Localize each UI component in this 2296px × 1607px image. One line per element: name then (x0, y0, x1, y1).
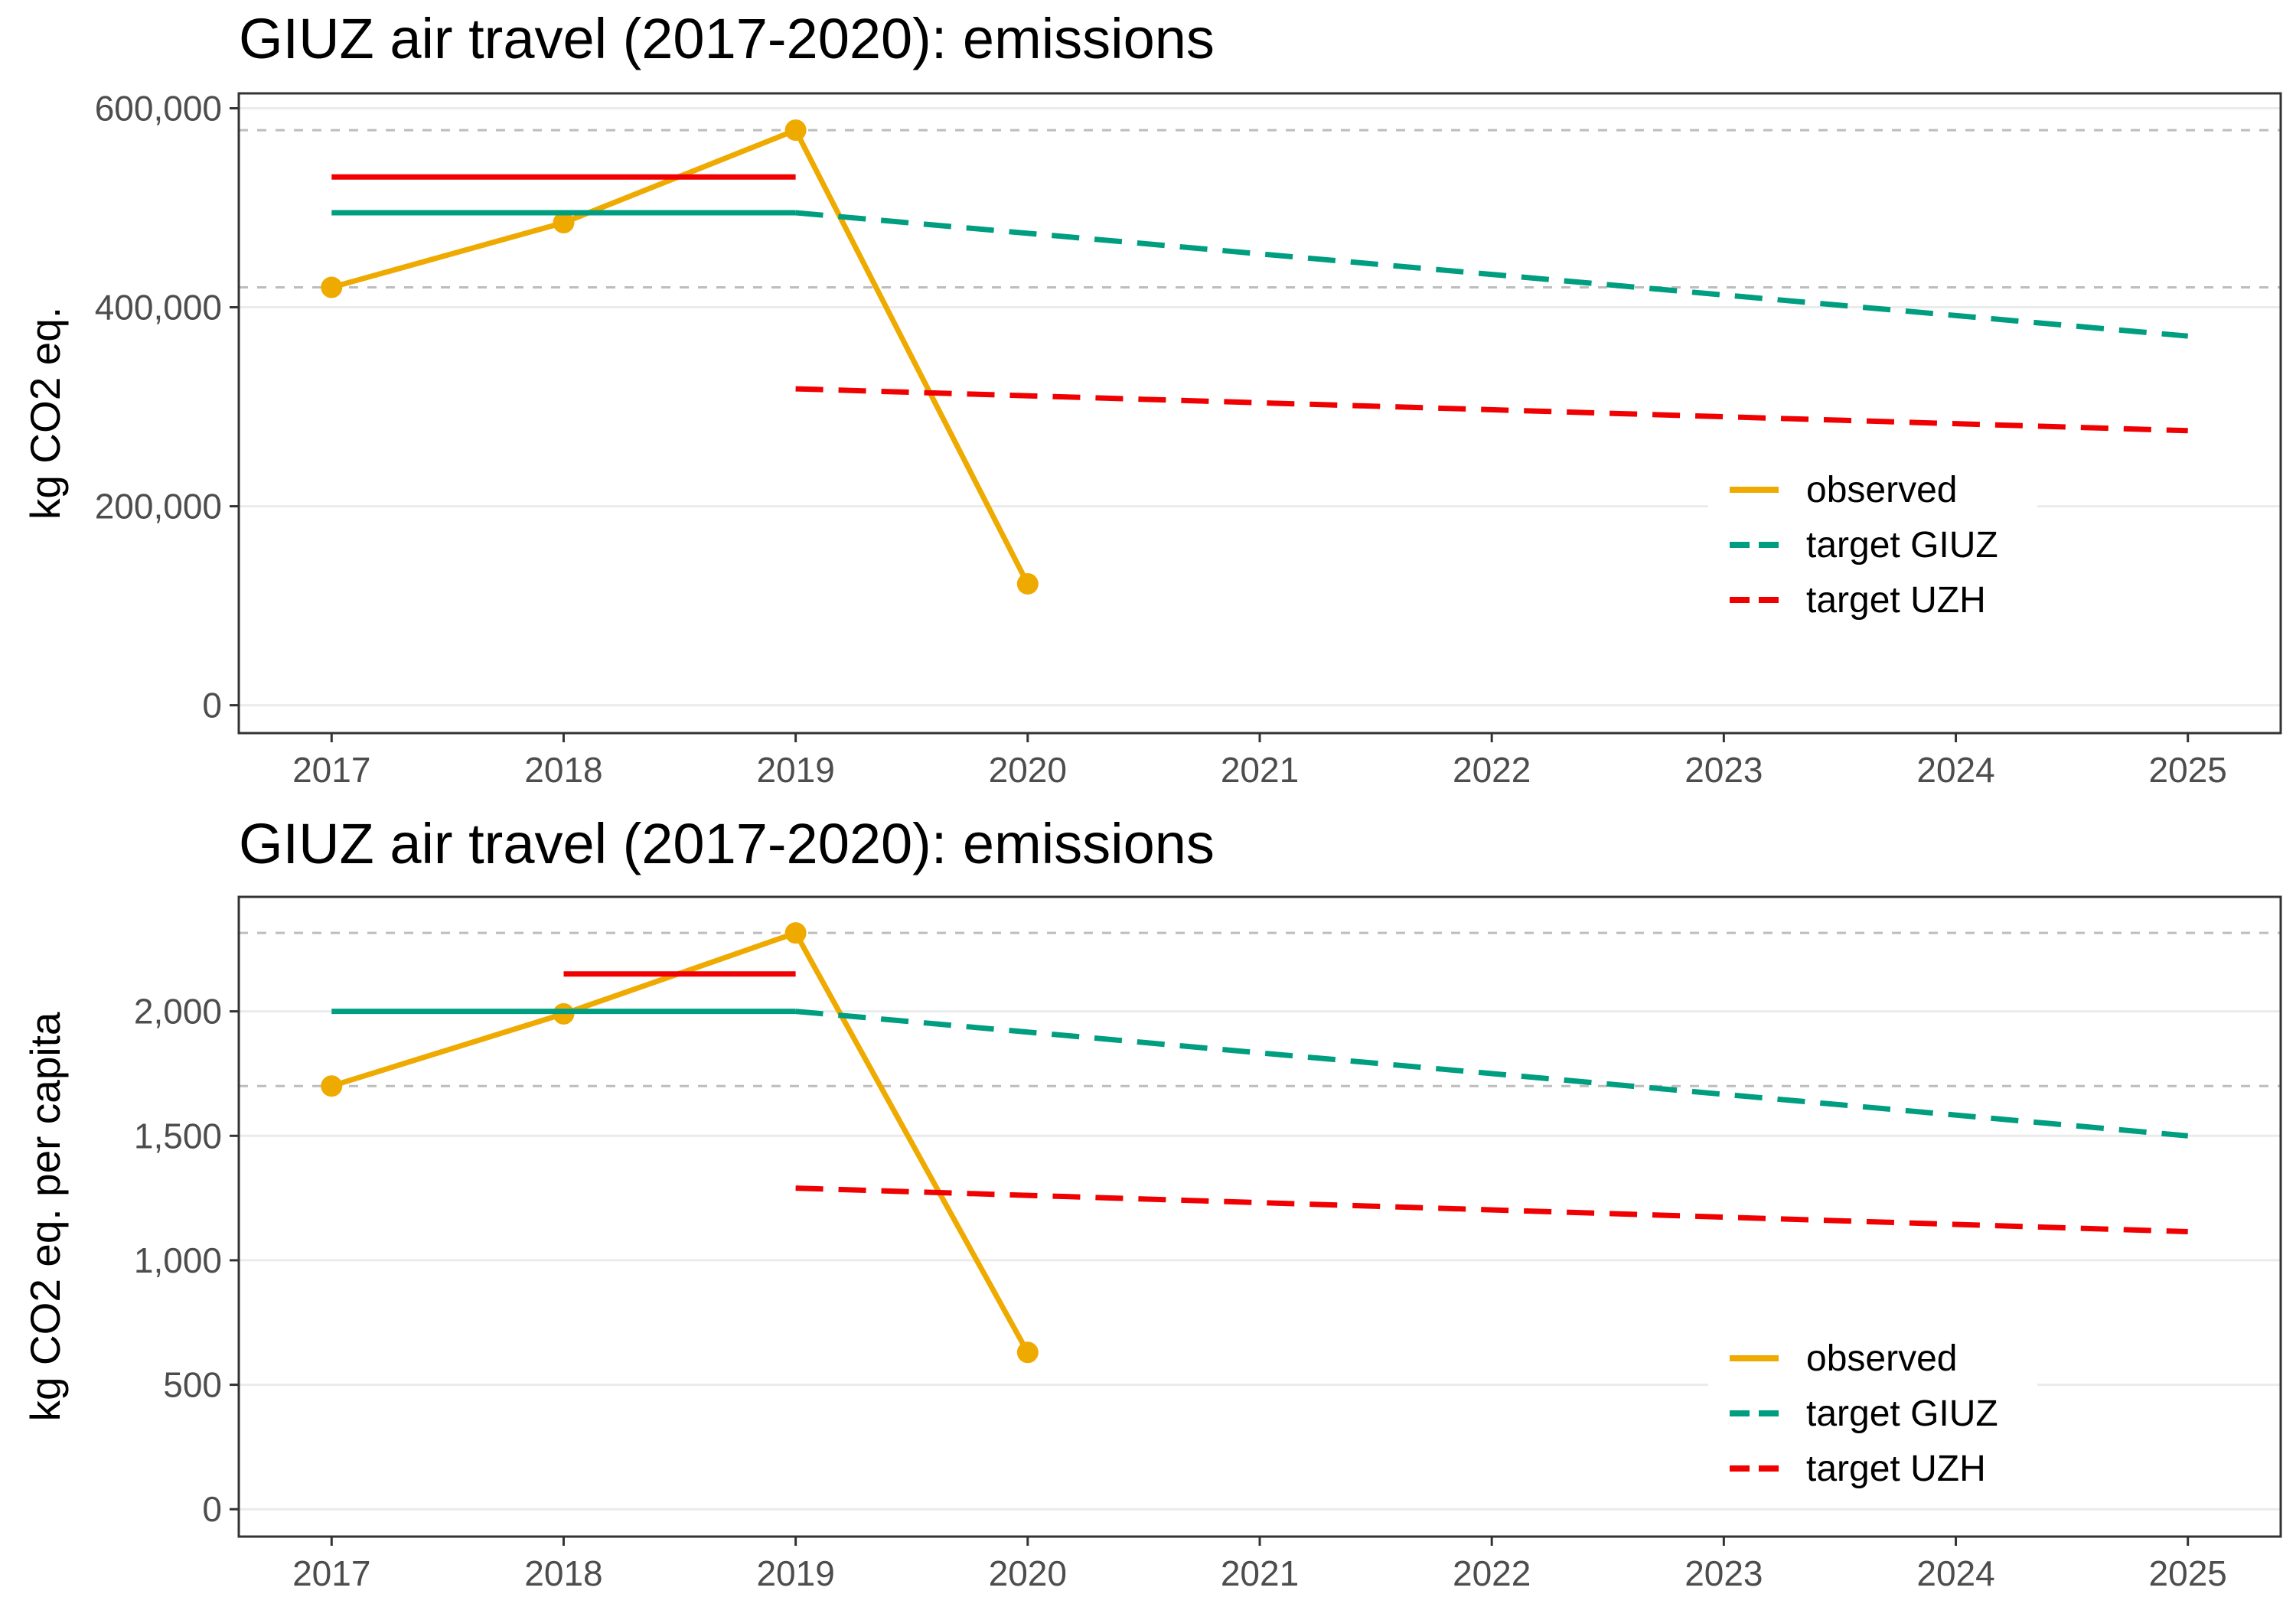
x-tick-label: 2025 (2149, 750, 2227, 790)
panel-border (237, 92, 2282, 735)
data-point-observed (1016, 1341, 1039, 1364)
legend-label: target UZH (1806, 580, 1986, 621)
y-tick-label: 0 (202, 686, 222, 725)
series-line-target-uzh (795, 1185, 2188, 1234)
x-tick-label: 2022 (1453, 1553, 1531, 1593)
data-point-observed (784, 922, 807, 944)
series-line-observed (331, 930, 1030, 1354)
y-tick-label: 1,500 (134, 1116, 222, 1156)
y-tick-label: 2,000 (134, 992, 222, 1032)
y-tick-label: 200,000 (95, 487, 222, 526)
series-line-target-giuz (795, 1009, 2189, 1139)
data-point-observed (553, 212, 575, 234)
x-tick-label: 2021 (1221, 750, 1299, 790)
x-tick-label: 2017 (292, 1553, 370, 1593)
series-line-target-giuz (795, 210, 2189, 339)
x-tick-label: 2023 (1684, 1553, 1763, 1593)
x-tick-label: 2020 (989, 1553, 1067, 1593)
data-point-observed (321, 1075, 343, 1097)
legend: observed target GIUZ target UZH (1708, 459, 2037, 627)
data-point-observed (784, 119, 807, 142)
series-line-target-uzh (795, 386, 2188, 434)
x-tick-label: 2024 (1916, 750, 1994, 790)
x-tick-label: 2020 (989, 750, 1067, 790)
legend-label: target UZH (1806, 1449, 1986, 1489)
y-axis-label: kg CO2 eq. (21, 307, 69, 520)
x-tick-label: 2025 (2149, 1553, 2227, 1593)
x-tick-label: 2023 (1684, 750, 1763, 790)
x-tick-label: 2017 (292, 750, 370, 790)
x-tick-label: 2018 (524, 1553, 602, 1593)
chart-panel-1: GIUZ air travel (2017-2020): emissions kg… (21, 7, 2282, 790)
legend: observed target GIUZ target UZH (1708, 1328, 2037, 1496)
y-tick-label: 400,000 (95, 288, 222, 328)
x-tick-label: 2019 (756, 750, 834, 790)
chart-panel-2: GIUZ air travel (2017-2020): emissions kg… (21, 812, 2282, 1593)
y-tick-label: 0 (202, 1489, 222, 1529)
series-line-observed (331, 127, 1030, 585)
legend-label: target GIUZ (1806, 525, 1998, 566)
data-point-observed (321, 276, 343, 298)
y-tick-label: 1,000 (134, 1240, 222, 1280)
x-tick-label: 2024 (1916, 1553, 1994, 1593)
y-tick-label: 600,000 (95, 89, 222, 129)
legend-label: observed (1806, 470, 1957, 510)
chart-title: GIUZ air travel (2017-2020): emissions (239, 812, 1215, 875)
y-tick-label: 500 (163, 1365, 222, 1405)
legend-label: observed (1806, 1338, 1957, 1379)
x-tick-label: 2018 (524, 750, 602, 790)
x-tick-label: 2019 (756, 1553, 834, 1593)
x-tick-label: 2022 (1453, 750, 1531, 790)
chart-title: GIUZ air travel (2017-2020): emissions (239, 7, 1215, 70)
data-point-observed (1016, 572, 1039, 595)
legend-label: target GIUZ (1806, 1393, 1998, 1434)
x-tick-label: 2021 (1221, 1553, 1299, 1593)
y-axis-label: kg CO2 eq. per capita (21, 1012, 69, 1421)
